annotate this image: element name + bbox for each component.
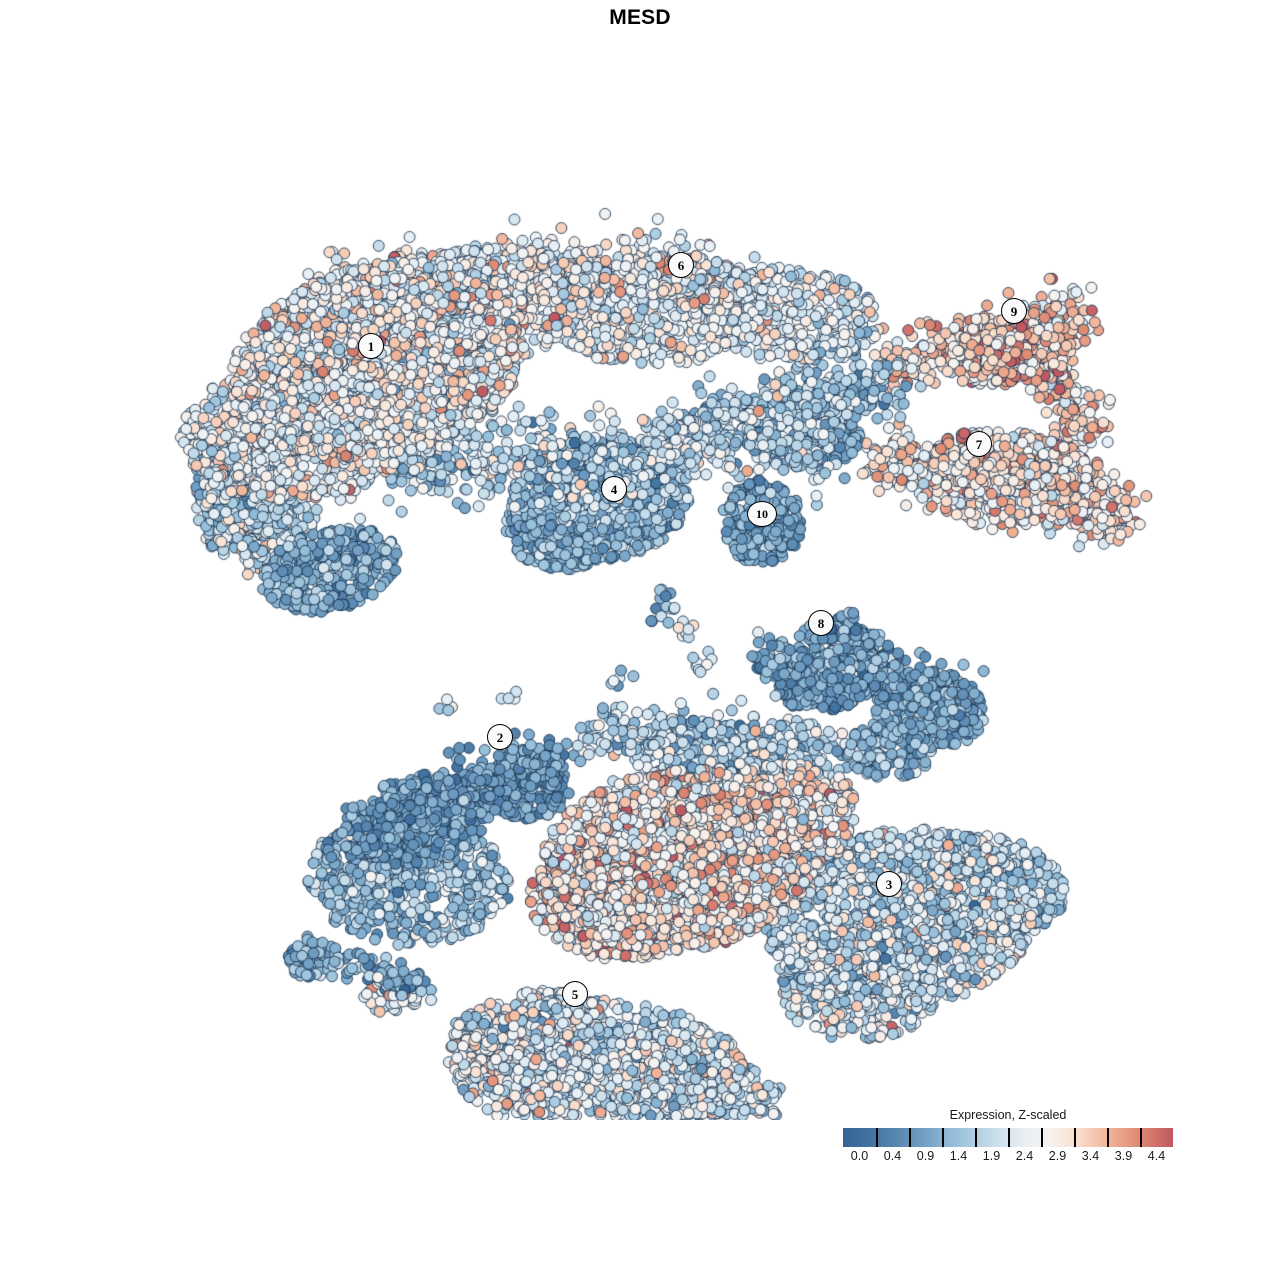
legend-tick-label-2.4: 2.4 <box>1015 1149 1034 1163</box>
colorbar-legend: Expression, Z-scaled 0.0 0.4 0.9 1.4 1.9 2.4 2… <box>843 1108 1173 1174</box>
legend-tick-label-1.4: 1.4 <box>949 1149 968 1163</box>
cluster-label-1[interactable]: 1 <box>358 333 384 359</box>
legend-tick-3 <box>942 1128 944 1147</box>
legend-tick-9 <box>1140 1128 1142 1147</box>
cluster-label-2[interactable]: 2 <box>487 724 513 750</box>
legend-tick-label-0.4: 0.4 <box>883 1149 902 1163</box>
cluster-label-4[interactable]: 4 <box>601 476 627 502</box>
cluster-label-10[interactable]: 10 <box>747 501 777 527</box>
legend-tick-7 <box>1074 1128 1076 1147</box>
legend-tick-label-0.0: 0.0 <box>850 1149 869 1163</box>
scatter-plot-panel <box>0 60 1280 1120</box>
legend-tick-6 <box>1041 1128 1043 1147</box>
legend-tick-2 <box>909 1128 911 1147</box>
legend-title: Expression, Z-scaled <box>949 1108 1067 1122</box>
cluster-label-7[interactable]: 7 <box>966 431 992 457</box>
page-title: MESD <box>609 6 671 29</box>
legend-tick-1 <box>876 1128 878 1147</box>
legend-tick-4 <box>975 1128 977 1147</box>
legend-tick-label-3.9: 3.9 <box>1114 1149 1133 1163</box>
legend-tick-label-1.9: 1.9 <box>982 1149 1001 1163</box>
legend-tick-8 <box>1107 1128 1109 1147</box>
legend-tick-5 <box>1008 1128 1010 1147</box>
legend-bar-wrap <box>843 1128 1173 1147</box>
legend-tick-label-4.4: 4.4 <box>1147 1149 1166 1163</box>
cluster-label-9[interactable]: 9 <box>1001 298 1027 324</box>
cluster-label-5[interactable]: 5 <box>562 981 588 1007</box>
cluster-label-6[interactable]: 6 <box>668 252 694 278</box>
legend-tick-label-2.9: 2.9 <box>1048 1149 1067 1163</box>
scatter-canvas <box>0 60 1280 1120</box>
legend-tick-label-0.9: 0.9 <box>916 1149 935 1163</box>
cluster-label-3[interactable]: 3 <box>876 871 902 897</box>
legend-tick-label-3.4: 3.4 <box>1081 1149 1100 1163</box>
cluster-label-8[interactable]: 8 <box>808 610 834 636</box>
legend-tick-labels: 0.0 0.4 0.9 1.4 1.9 2.4 2.9 3.4 3.9 4.4 <box>843 1149 1173 1167</box>
